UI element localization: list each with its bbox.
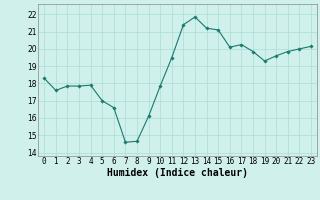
- X-axis label: Humidex (Indice chaleur): Humidex (Indice chaleur): [107, 168, 248, 178]
